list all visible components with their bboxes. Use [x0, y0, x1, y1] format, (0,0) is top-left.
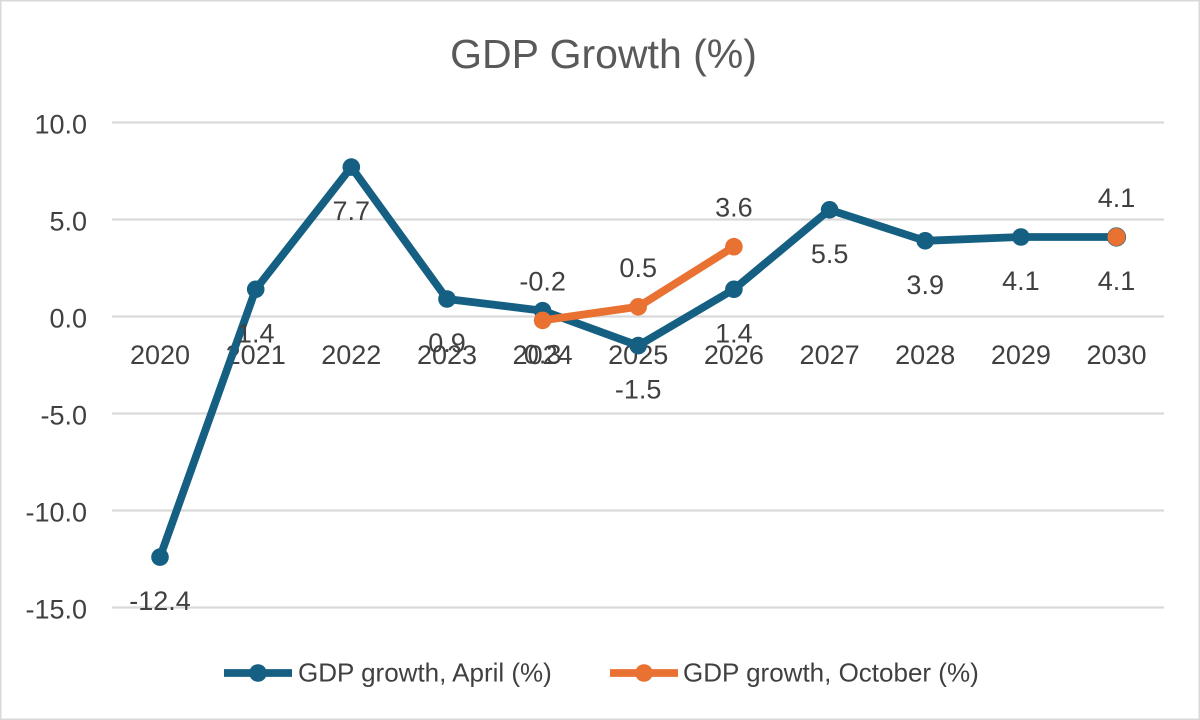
svg-text:2023: 2023	[417, 340, 477, 370]
svg-text:4.1: 4.1	[1098, 183, 1136, 213]
svg-text:-5.0: -5.0	[40, 401, 87, 431]
svg-text:0.0: 0.0	[49, 304, 87, 334]
svg-text:5.5: 5.5	[811, 239, 849, 269]
svg-text:4.1: 4.1	[1098, 266, 1136, 296]
svg-text:2029: 2029	[991, 340, 1051, 370]
svg-text:GDP growth, April (%): GDP growth, April (%)	[298, 658, 552, 688]
svg-text:0.5: 0.5	[619, 253, 657, 283]
svg-text:2024: 2024	[513, 340, 573, 370]
svg-text:2027: 2027	[800, 340, 860, 370]
svg-text:-1.5: -1.5	[615, 375, 662, 405]
svg-text:-15.0: -15.0	[25, 595, 87, 625]
svg-text:2022: 2022	[321, 340, 381, 370]
svg-text:2026: 2026	[704, 340, 764, 370]
svg-text:-10.0: -10.0	[25, 498, 87, 528]
svg-text:3.9: 3.9	[906, 270, 944, 300]
svg-text:10.0: 10.0	[34, 110, 87, 140]
svg-text:-0.2: -0.2	[519, 266, 566, 296]
svg-text:1.4: 1.4	[715, 318, 753, 348]
svg-text:-12.4: -12.4	[129, 586, 191, 616]
svg-text:4.1: 4.1	[1002, 266, 1040, 296]
svg-text:3.6: 3.6	[715, 193, 753, 223]
svg-text:1.4: 1.4	[237, 318, 275, 348]
svg-text:7.7: 7.7	[333, 196, 371, 226]
svg-text:2030: 2030	[1086, 340, 1146, 370]
svg-text:GDP Growth (%): GDP Growth (%)	[450, 31, 757, 77]
svg-text:0.9: 0.9	[428, 328, 466, 358]
svg-text:2028: 2028	[895, 340, 955, 370]
svg-text:0.3: 0.3	[524, 340, 562, 370]
svg-text:GDP growth, October (%): GDP growth, October (%)	[683, 658, 979, 688]
svg-text:5.0: 5.0	[49, 207, 87, 237]
svg-text:2020: 2020	[130, 340, 190, 370]
